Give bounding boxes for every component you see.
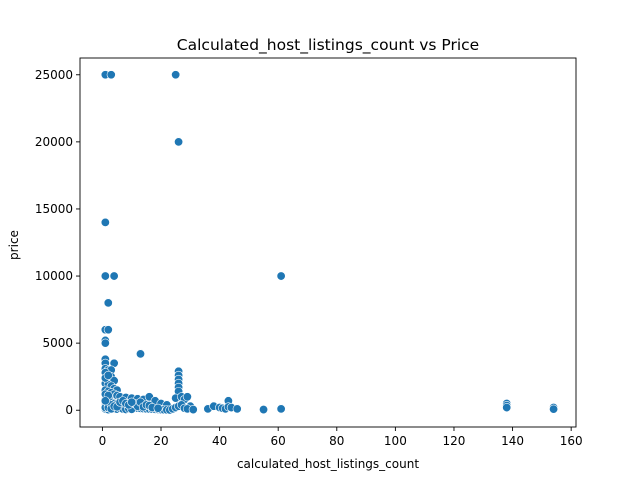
data-point [103,370,113,380]
x-tick-label: 20 [153,434,168,448]
y-tick-label: 0 [65,403,73,417]
data-point [549,404,559,414]
data-point [100,338,110,348]
data-point [127,397,137,407]
x-tick-label: 60 [271,434,286,448]
y-tick-label: 25000 [35,68,73,82]
data-point [103,298,113,308]
data-point [153,403,163,413]
x-tick-label: 140 [501,434,524,448]
data-point [103,325,113,335]
chart-title: Calculated_host_listings_count vs Price [177,36,479,55]
x-axis: 0 20 40 60 80 100 120 140 160 [99,427,583,448]
x-tick-label: 80 [329,434,344,448]
x-axis-label: calculated_host_listings_count [237,457,419,471]
data-point [188,405,198,415]
data-point [135,349,145,359]
y-tick-label: 10000 [35,269,73,283]
data-point [276,271,286,281]
data-point [171,70,181,80]
y-axis: 0 5000 10000 15000 20000 25000 [35,68,80,417]
y-tick-label: 5000 [42,336,73,350]
points-layer [100,70,559,415]
data-point [502,403,512,413]
data-point [100,271,110,281]
axes-frame [79,57,577,428]
data-point [232,404,242,414]
data-point [100,396,110,406]
data-point [174,137,184,147]
x-tick-label: 160 [560,434,583,448]
data-point [106,70,116,80]
x-tick-label: 40 [212,434,227,448]
x-tick-label: 0 [99,434,107,448]
x-tick-label: 120 [443,434,466,448]
data-point [276,404,286,414]
data-point [259,405,269,415]
axes-border [79,57,577,428]
y-axis-label: price [7,230,21,260]
data-point [100,217,110,227]
y-tick-label: 15000 [35,202,73,216]
data-point [109,271,119,281]
x-tick-label: 100 [384,434,407,448]
y-tick-label: 20000 [35,135,73,149]
data-point [182,392,192,402]
